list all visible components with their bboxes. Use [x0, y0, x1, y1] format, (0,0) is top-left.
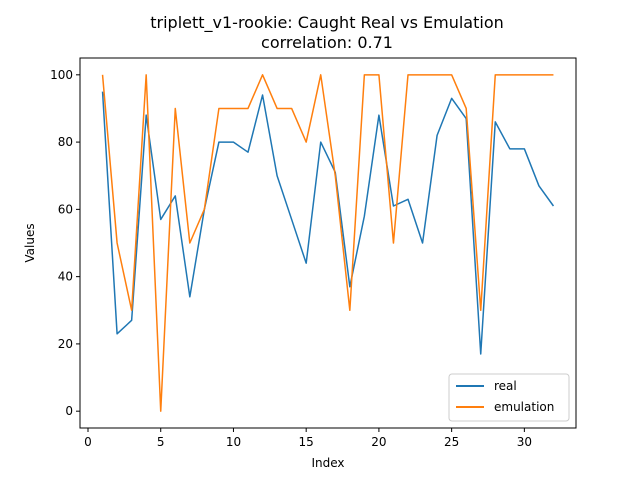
y-axis-ticks: 0 20 40 60 80 100	[50, 68, 80, 418]
y-tick-label: 0	[65, 404, 73, 418]
legend: real emulation	[448, 373, 570, 422]
x-axis-ticks: 0 5 10 15 20 25 30	[84, 428, 532, 449]
x-tick-label: 20	[371, 435, 386, 449]
y-tick-label: 60	[58, 202, 73, 216]
y-axis-label: Values	[23, 223, 37, 262]
y-tick-label: 80	[58, 135, 73, 149]
y-tick-label: 20	[58, 337, 73, 351]
x-tick-label: 25	[444, 435, 459, 449]
plot-area: 0 5 10 15 20 25 30 0 20 40 60 80 100	[50, 57, 577, 449]
series-line-emulation	[101, 74, 554, 412]
y-tick-label: 100	[50, 68, 73, 82]
chart-subtitle: correlation: 0.71	[261, 33, 393, 52]
axes-frame	[79, 57, 577, 429]
x-tick-label: 15	[299, 435, 314, 449]
series-line-real	[101, 91, 555, 355]
x-tick-label: 0	[84, 435, 92, 449]
y-tick-label: 40	[58, 270, 73, 284]
x-tick-label: 5	[157, 435, 165, 449]
x-tick-label: 10	[226, 435, 241, 449]
legend-label-real: real	[494, 379, 517, 393]
x-tick-label: 30	[517, 435, 532, 449]
x-axis-label: Index	[311, 456, 344, 470]
chart-title: triplett_v1-rookie: Caught Real vs Emula…	[150, 13, 504, 33]
legend-label-emulation: emulation	[494, 400, 554, 414]
series-layer	[101, 74, 555, 412]
